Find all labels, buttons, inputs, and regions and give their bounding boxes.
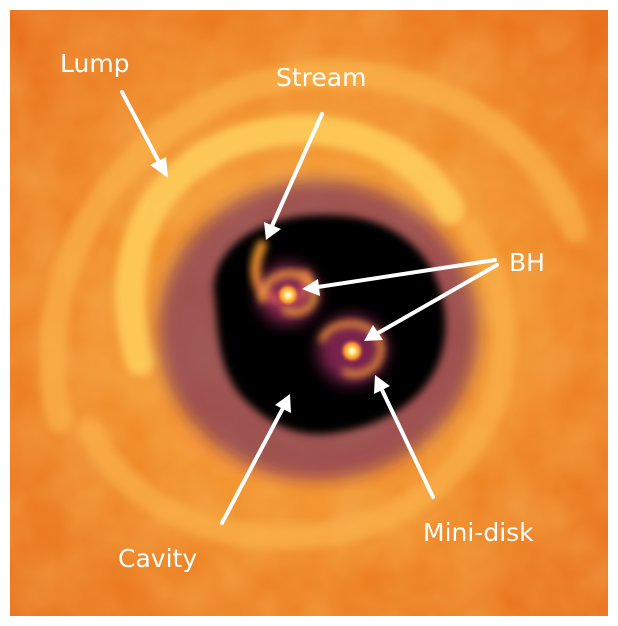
arrow-minidisk xyxy=(374,375,435,499)
arrow-stream xyxy=(264,112,324,240)
arrow-lump xyxy=(120,90,168,178)
black-hole-lower xyxy=(339,338,365,364)
label-cavity: Cavity xyxy=(118,544,197,573)
spiral-arm-lower xyxy=(78,218,517,550)
arrow-bh-lower xyxy=(364,263,499,341)
label-bh: BH xyxy=(509,248,545,277)
arrow-bh-upper xyxy=(302,258,497,296)
spiral-arm-lump xyxy=(115,114,465,375)
annotation-arrows xyxy=(120,90,499,525)
arrow-cavity xyxy=(220,394,291,525)
minidisk-upper xyxy=(258,264,318,324)
black-hole-upper xyxy=(275,282,301,308)
label-minidisk: Mini-disk xyxy=(423,518,534,547)
label-stream: Stream xyxy=(276,63,366,92)
label-lump: Lump xyxy=(60,49,130,78)
simulation-image xyxy=(10,10,608,616)
spiral-arm-outer xyxy=(39,60,588,433)
minidisk-lower xyxy=(318,316,386,384)
